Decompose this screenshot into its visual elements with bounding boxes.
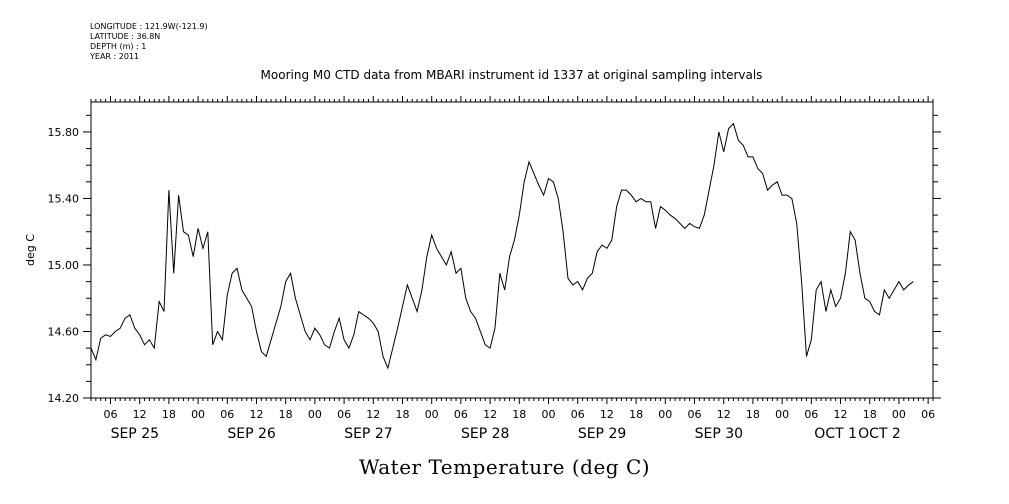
x-hour-label: 06: [571, 408, 585, 421]
x-hour-label: 06: [921, 408, 935, 421]
plot-frame: [83, 96, 941, 404]
x-hour-label: 12: [249, 408, 263, 421]
x-hour-label: 18: [395, 408, 409, 421]
x-hour-label: 12: [600, 408, 614, 421]
x-hour-label: 00: [308, 408, 322, 421]
x-hour-label: 12: [366, 408, 380, 421]
x-hour-label: 00: [542, 408, 556, 421]
x-axis-title: Water Temperature (deg C): [358, 455, 651, 479]
x-hour-label: 18: [512, 408, 526, 421]
x-date-label: SEP 26: [227, 426, 276, 442]
x-hour-label: 18: [279, 408, 293, 421]
x-hour-label: 12: [834, 408, 848, 421]
y-tick-label: 15.00: [48, 259, 80, 272]
x-hour-label: 18: [863, 408, 877, 421]
year-text: YEAR : 2011: [90, 52, 140, 61]
y-tick-label: 14.20: [48, 392, 80, 405]
y-tick-label: 15.80: [48, 126, 80, 139]
series-group: [90, 122, 914, 370]
x-hour-label: 06: [337, 408, 351, 421]
tick-labels: 14.20 14.60 15.00 15.40 15.80 deg C 06 12 18 00 06…: [24, 126, 935, 442]
x-hour-label: 00: [658, 408, 672, 421]
x-hour-label: 00: [425, 408, 439, 421]
x-hour-label: 18: [629, 408, 643, 421]
x-date-label: SEP 27: [344, 426, 392, 442]
x-hour-label: 06: [103, 408, 117, 421]
chart-title: Mooring M0 CTD data from MBARI instrumen…: [260, 68, 763, 82]
x-date-label: SEP 29: [578, 426, 626, 442]
x-hour-label: 12: [717, 408, 731, 421]
mooring-metadata: LONGITUDE : 121.9W(-121.9) LATITUDE : 36…: [90, 22, 208, 62]
longitude-text: LONGITUDE : 121.9W(-121.9): [90, 22, 208, 31]
y-tick-label: 14.60: [48, 325, 80, 338]
x-hour-label: 18: [746, 408, 760, 421]
x-hour-label: 12: [483, 408, 497, 421]
x-hour-label: 06: [220, 408, 234, 421]
x-hour-label: 06: [804, 408, 818, 421]
y-tick-label: 15.40: [48, 192, 80, 205]
y-axis-label: deg C: [24, 234, 37, 266]
x-hour-label: 00: [775, 408, 789, 421]
x-hour-label: 18: [162, 408, 176, 421]
latitude-text: LATITUDE : 36.8N: [90, 32, 161, 41]
x-date-label: OCT 2: [858, 426, 901, 442]
temperature-series-line: [90, 122, 914, 370]
x-hour-label: 00: [191, 408, 205, 421]
x-hour-label: 06: [454, 408, 468, 421]
x-hour-label: 06: [688, 408, 702, 421]
x-hour-label: 00: [892, 408, 906, 421]
x-date-label: SEP 28: [461, 426, 509, 442]
x-date-label: SEP 25: [111, 426, 159, 442]
x-date-label: OCT 1: [814, 426, 857, 442]
x-hour-label: 12: [133, 408, 147, 421]
x-date-label: SEP 30: [695, 426, 743, 442]
depth-text: DEPTH (m) : 1: [90, 42, 147, 51]
plot-border: [90, 101, 934, 399]
